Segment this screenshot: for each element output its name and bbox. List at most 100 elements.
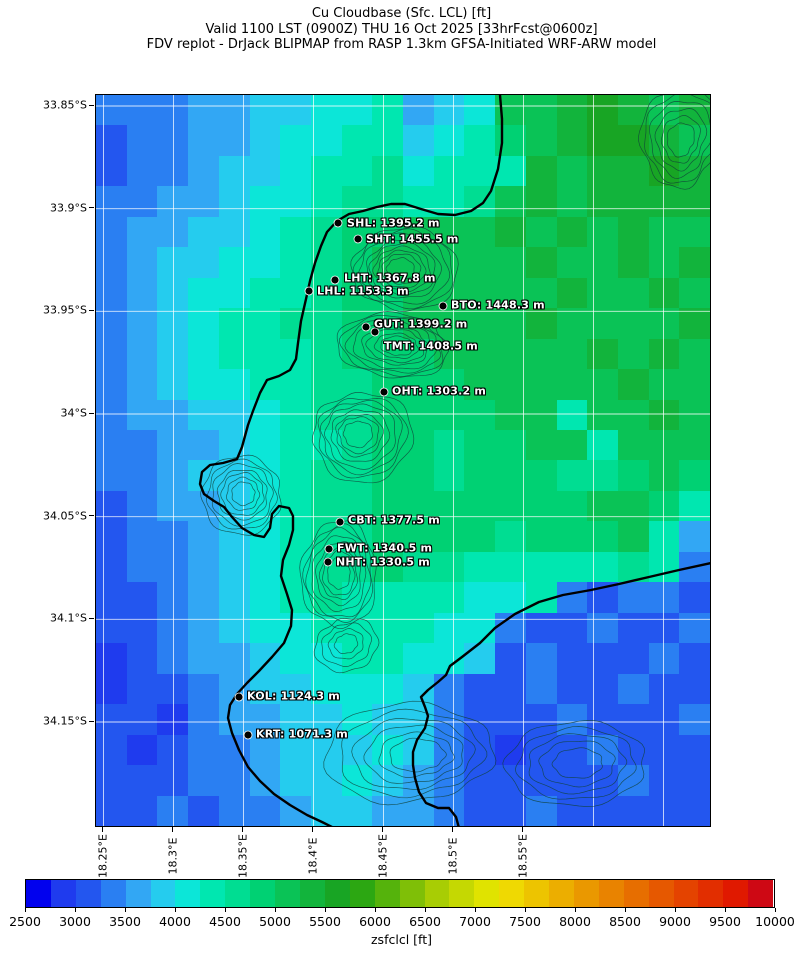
terrain-contour xyxy=(311,535,367,612)
raster-cell xyxy=(433,521,465,553)
raster-cell xyxy=(464,277,496,309)
raster-cell xyxy=(372,125,404,157)
raster-cell xyxy=(679,186,710,218)
raster-cell xyxy=(648,551,680,583)
x-axis-tick-label: 18.3°E xyxy=(166,837,179,875)
raster-cell xyxy=(310,734,343,766)
colorbar-tick-label: 6000 xyxy=(359,914,391,929)
raster-cell xyxy=(556,795,588,826)
raster-cell xyxy=(679,460,710,492)
raster-cell xyxy=(280,704,312,736)
terrain-contour xyxy=(311,392,415,484)
terrain-contour xyxy=(654,108,708,172)
x-axis-tick-label: 18.5°E xyxy=(446,837,459,875)
raster-cell xyxy=(556,643,588,675)
raster-cell xyxy=(249,308,281,340)
raster-cell xyxy=(249,277,281,309)
station-label-gut: GUT: 1399.2 m xyxy=(374,317,468,331)
raster-cell xyxy=(495,673,527,705)
raster-cell xyxy=(648,369,680,401)
raster-cell xyxy=(341,155,373,187)
raster-cell xyxy=(372,612,404,644)
raster-cell xyxy=(525,460,558,492)
terrain-contour xyxy=(318,545,358,600)
raster-cell xyxy=(188,673,220,705)
raster-cell xyxy=(218,155,251,187)
colorbar-segment xyxy=(698,880,724,907)
raster-cell xyxy=(433,308,465,340)
raster-cell xyxy=(126,430,158,462)
raster-cell xyxy=(372,460,404,492)
raster-cell xyxy=(495,582,527,614)
raster-cell xyxy=(310,308,343,340)
terrain-contour xyxy=(368,242,436,296)
raster-cell xyxy=(218,338,251,370)
raster-cell xyxy=(372,795,404,826)
raster-cell xyxy=(218,399,251,431)
terrain-contour xyxy=(365,329,425,364)
raster-cell xyxy=(679,247,710,279)
colorbar-segment xyxy=(125,880,151,907)
raster-cell xyxy=(617,643,650,675)
terrain-contour xyxy=(377,249,427,288)
raster-cell xyxy=(556,308,588,340)
terrain-contour xyxy=(502,720,645,807)
raster-cell xyxy=(310,582,343,614)
station-dot-krt xyxy=(243,730,253,740)
raster-cell xyxy=(218,308,251,340)
raster-cell xyxy=(525,430,558,462)
raster-cell xyxy=(341,460,373,492)
raster-cell xyxy=(648,765,680,797)
raster-cell xyxy=(648,186,680,218)
raster-cell xyxy=(280,643,312,675)
raster-cell xyxy=(126,765,158,797)
raster-cell xyxy=(310,704,343,736)
colorbar-segment xyxy=(723,880,749,907)
raster-cell xyxy=(495,765,527,797)
raster-cell xyxy=(433,369,465,401)
raster-cell xyxy=(280,247,312,279)
raster-cell xyxy=(495,399,527,431)
raster-cell xyxy=(464,338,496,370)
raster-cell xyxy=(96,582,128,614)
raster-cell xyxy=(403,430,435,462)
raster-cell xyxy=(617,216,650,248)
x-axis-tick xyxy=(522,827,523,832)
raster-cell xyxy=(648,216,680,248)
raster-cell xyxy=(96,765,128,797)
terrain-contour xyxy=(660,115,701,164)
colorbar-segment xyxy=(26,880,51,907)
raster-cell xyxy=(188,95,220,127)
terrain-contour xyxy=(350,226,459,312)
raster-cell xyxy=(525,95,558,127)
terrain-contour xyxy=(363,724,464,784)
raster-cell xyxy=(525,125,558,157)
coastline-false-bay xyxy=(411,561,710,826)
raster-cell xyxy=(157,399,189,431)
raster-cell xyxy=(617,765,650,797)
station-label-shl: SHL: 1395.2 m xyxy=(347,216,440,230)
raster-cell xyxy=(157,582,189,614)
raster-cell xyxy=(403,95,435,127)
station-label-fwt: FWT: 1340.5 m xyxy=(337,541,433,555)
raster-cell xyxy=(587,460,619,492)
raster-cell xyxy=(310,125,343,157)
colorbar-tick xyxy=(474,908,476,912)
station-dot-lht xyxy=(330,275,340,285)
raster-cell xyxy=(464,612,496,644)
raster-cell xyxy=(464,369,496,401)
raster-cell xyxy=(372,551,404,583)
raster-cell xyxy=(280,369,312,401)
raster-cell xyxy=(587,643,619,675)
raster-cell xyxy=(495,795,527,826)
raster-cell xyxy=(464,308,496,340)
raster-cell xyxy=(126,338,158,370)
raster-cell xyxy=(372,582,404,614)
raster-cell xyxy=(587,673,619,705)
raster-cell xyxy=(218,247,251,279)
raster-cell xyxy=(188,216,220,248)
terrain-contour xyxy=(342,420,373,449)
terrain-contour xyxy=(231,481,256,507)
raster-cell xyxy=(310,155,343,187)
raster-cell xyxy=(433,430,465,462)
